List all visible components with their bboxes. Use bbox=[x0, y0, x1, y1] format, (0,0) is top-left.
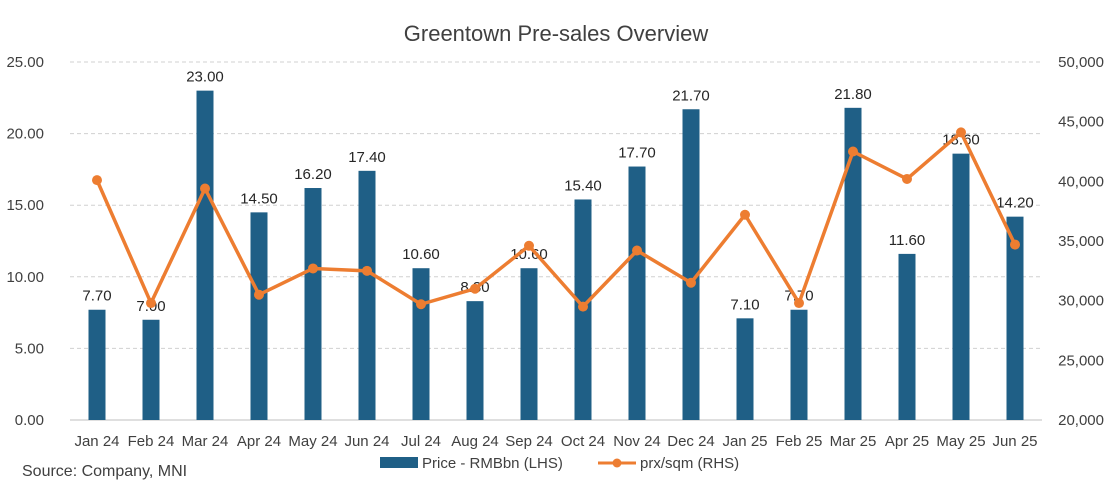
x-tick-label: Dec 24 bbox=[667, 433, 715, 450]
line-point bbox=[632, 245, 642, 256]
x-tick-label: May 25 bbox=[936, 433, 985, 450]
right-tick-label: 50,000 bbox=[1058, 54, 1104, 71]
line-point bbox=[578, 301, 588, 312]
bar bbox=[142, 319, 160, 420]
line-point bbox=[146, 298, 156, 309]
legend-bar-swatch bbox=[380, 457, 418, 468]
left-tick-label: 5.00 bbox=[15, 340, 44, 357]
line-point bbox=[1010, 239, 1020, 250]
left-tick-label: 10.00 bbox=[6, 269, 44, 286]
x-tick-label: Oct 24 bbox=[561, 433, 605, 450]
x-tick-label: Mar 25 bbox=[830, 433, 877, 450]
right-tick-label: 45,000 bbox=[1058, 114, 1104, 131]
line-point bbox=[956, 127, 966, 138]
x-tick-label: Apr 25 bbox=[885, 433, 929, 450]
line-point bbox=[254, 289, 264, 300]
legend-line-marker bbox=[612, 458, 622, 468]
line-point bbox=[92, 175, 102, 186]
x-tick-label: Jun 25 bbox=[992, 433, 1037, 450]
bar-data-label: 11.60 bbox=[889, 232, 925, 249]
source-note: Source: Company, MNI bbox=[22, 463, 187, 480]
bar-data-label: 7.70 bbox=[82, 288, 111, 305]
right-tick-label: 35,000 bbox=[1058, 233, 1104, 250]
x-tick-label: Feb 25 bbox=[776, 433, 823, 450]
bar-data-label: 23.00 bbox=[186, 69, 224, 86]
bar bbox=[1006, 216, 1024, 420]
x-tick-label: Jul 24 bbox=[401, 433, 441, 450]
bar bbox=[952, 153, 970, 420]
bar bbox=[88, 309, 106, 420]
x-tick-label: Jun 24 bbox=[344, 433, 389, 450]
bar bbox=[520, 268, 538, 420]
x-tick-label: Jan 25 bbox=[722, 433, 767, 450]
bar bbox=[466, 301, 484, 420]
right-axis: 20,000 25,000 30,000 35,000 40,000 45,000 50,0… bbox=[1058, 54, 1104, 429]
left-tick-label: 20.00 bbox=[6, 126, 44, 143]
line-point bbox=[200, 183, 210, 194]
bar-data-label: 18.60 bbox=[942, 132, 980, 149]
x-tick-label: May 24 bbox=[288, 433, 337, 450]
x-tick-label: Apr 24 bbox=[237, 433, 281, 450]
right-tick-label: 25,000 bbox=[1058, 352, 1104, 369]
bar-data-label: 14.20 bbox=[996, 195, 1034, 212]
line-point bbox=[686, 277, 696, 288]
bar-data-label: 21.70 bbox=[672, 87, 710, 104]
line-point bbox=[794, 298, 804, 309]
line-point bbox=[416, 299, 426, 310]
chart-title: Greentown Pre-sales Overview bbox=[404, 21, 709, 46]
bar-data-label: 17.40 bbox=[348, 149, 386, 166]
x-tick-label: Sep 24 bbox=[505, 433, 553, 450]
bar bbox=[682, 109, 700, 421]
x-tick-label: Aug 24 bbox=[451, 433, 499, 450]
bar bbox=[790, 309, 808, 420]
bar-data-label: 16.20 bbox=[294, 166, 332, 183]
line-point bbox=[524, 240, 534, 251]
line-point bbox=[740, 209, 750, 220]
line-point bbox=[470, 283, 480, 294]
line-point bbox=[308, 263, 318, 274]
bar bbox=[250, 212, 268, 420]
bar bbox=[736, 318, 754, 420]
line-point bbox=[902, 173, 912, 184]
bar bbox=[898, 253, 916, 420]
right-tick-label: 30,000 bbox=[1058, 293, 1104, 310]
bar bbox=[628, 166, 646, 420]
legend-line-label: prx/sqm (RHS) bbox=[640, 455, 739, 472]
bar-data-label: 7.10 bbox=[730, 296, 759, 313]
bar bbox=[196, 90, 214, 420]
left-tick-label: 15.00 bbox=[6, 197, 44, 214]
left-axis: 0.00 5.00 10.00 15.00 20.00 25.00 bbox=[6, 54, 44, 429]
bar-series bbox=[88, 90, 1024, 421]
line-point bbox=[362, 265, 372, 276]
bar bbox=[358, 170, 376, 420]
bar-data-label: 15.40 bbox=[564, 177, 602, 194]
left-tick-label: 25.00 bbox=[6, 54, 44, 71]
x-axis: Jan 24 Feb 24 Mar 24 Apr 24 May 24 Jun 24 Jul … bbox=[74, 433, 1037, 450]
bar-data-label: 14.50 bbox=[240, 190, 278, 207]
bar bbox=[304, 188, 322, 420]
x-tick-label: Jan 24 bbox=[74, 433, 119, 450]
right-tick-label: 20,000 bbox=[1058, 412, 1104, 429]
bar-data-label: 17.70 bbox=[618, 145, 656, 162]
legend-bar-label: Price - RMBbn (LHS) bbox=[422, 455, 563, 472]
left-tick-label: 0.00 bbox=[15, 412, 44, 429]
line-series bbox=[92, 127, 1020, 312]
x-tick-label: Feb 24 bbox=[128, 433, 175, 450]
line-point bbox=[848, 146, 858, 157]
bar-data-label: 21.80 bbox=[834, 86, 872, 103]
line-path bbox=[95, 130, 1017, 309]
bar bbox=[844, 107, 862, 420]
bar-data-label: 10.60 bbox=[402, 246, 440, 263]
x-tick-label: Mar 24 bbox=[182, 433, 229, 450]
bar bbox=[412, 268, 430, 420]
legend: Price - RMBbn (LHS) prx/sqm (RHS) bbox=[380, 455, 739, 472]
right-tick-label: 40,000 bbox=[1058, 173, 1104, 190]
x-tick-label: Nov 24 bbox=[613, 433, 661, 450]
